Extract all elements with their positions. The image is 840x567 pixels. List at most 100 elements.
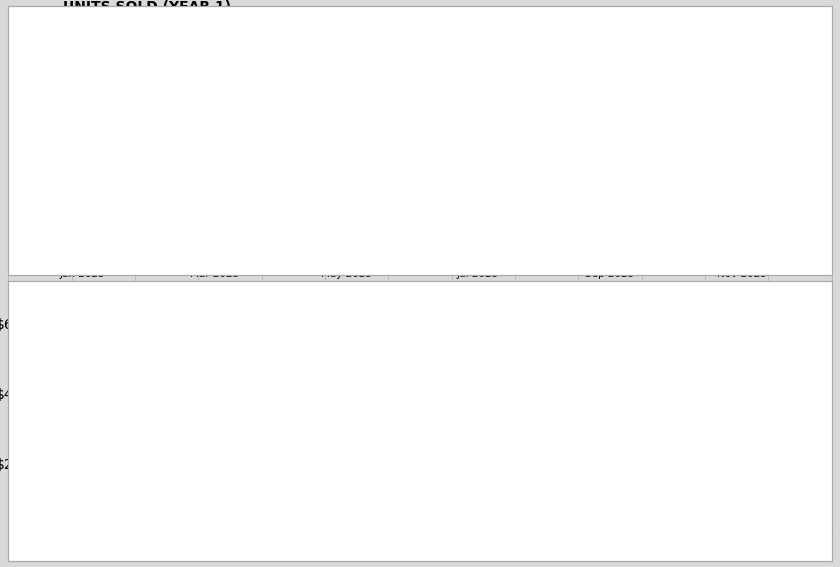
Bar: [536, 470, 544, 533]
Product / Service 4: [144, 168, 154, 175]
Bar: [793, 477, 801, 533]
Product / Service 2: [473, 106, 483, 113]
Product / Service 3: [737, 145, 747, 151]
Bar: [251, 460, 260, 533]
Product / Service 2: [276, 52, 286, 59]
Bar: [429, 470, 438, 533]
Product / Service 4: [539, 125, 549, 132]
Bar: [217, 489, 225, 533]
Product / Service 1: [209, 168, 219, 175]
Product / Service 5: [671, 91, 681, 98]
Product / Service 2: [737, 168, 747, 175]
Bar: [775, 500, 785, 533]
Product / Service 3: [209, 91, 219, 98]
Bar: [225, 500, 234, 533]
Product / Service 5: [341, 168, 351, 175]
Product / Service 3: [78, 91, 88, 98]
Product / Service 3: [407, 145, 417, 151]
Bar: [412, 481, 420, 533]
Product / Service 1: [144, 133, 154, 140]
Product / Service 3: [802, 145, 812, 151]
Product / Service 4: [78, 125, 88, 132]
Product / Service 2: [802, 121, 812, 128]
Product / Service 5: [473, 145, 483, 151]
Bar: [713, 470, 722, 533]
Bar: [528, 507, 536, 533]
Bar: [748, 460, 757, 533]
Bar: [590, 491, 598, 533]
Product / Service 5: [802, 41, 812, 48]
Product / Service 3: [144, 91, 154, 98]
Bar: [606, 491, 616, 533]
Bar: [243, 470, 251, 533]
Product / Service 1: [802, 168, 812, 175]
Product / Service 1: [605, 125, 615, 132]
Product / Service 2: [341, 168, 351, 175]
Bar: [313, 460, 322, 533]
Bar: [118, 468, 127, 533]
Bar: [624, 358, 633, 533]
Product / Service 4: [276, 106, 286, 113]
Bar: [678, 477, 686, 533]
Product / Service 5: [209, 168, 219, 175]
Bar: [358, 488, 367, 533]
Bar: [163, 484, 171, 533]
Bar: [287, 456, 296, 533]
Product / Service 4: [209, 121, 219, 128]
Bar: [341, 498, 349, 533]
Product / Service 1: [341, 121, 351, 128]
Product / Service 2: [144, 118, 154, 125]
Bar: [92, 510, 101, 533]
Product / Service 1: [671, 125, 681, 132]
Bar: [101, 491, 110, 533]
Product / Service 4: [341, 95, 351, 101]
Bar: [491, 470, 500, 533]
Product / Service 2: [539, 168, 549, 175]
Bar: [189, 432, 198, 533]
Bar: [801, 435, 811, 533]
Line: Product / Service 2: Product / Service 2: [83, 56, 807, 171]
Bar: [296, 479, 305, 533]
Bar: [367, 460, 375, 533]
Product / Service 4: [737, 56, 747, 63]
Line: Product / Service 3: Product / Service 3: [83, 60, 807, 171]
Bar: [403, 477, 412, 533]
Bar: [562, 458, 570, 533]
Product / Service 1: [78, 168, 88, 175]
Product / Service 5: [78, 56, 88, 63]
Bar: [234, 470, 243, 533]
Line: Product / Service 1: Product / Service 1: [83, 60, 807, 171]
Product / Service 3: [473, 145, 483, 151]
Bar: [616, 477, 624, 533]
Product / Service 3: [671, 56, 681, 63]
X-axis label: UNITS SOLD: UNITS SOLD: [412, 281, 479, 291]
Bar: [279, 477, 287, 533]
Product / Service 2: [605, 141, 615, 147]
Bar: [305, 479, 313, 533]
Bar: [811, 341, 819, 533]
Bar: [110, 468, 118, 533]
Product / Service 3: [605, 168, 615, 175]
Bar: [438, 411, 446, 533]
Product / Service 1: [737, 95, 747, 101]
Bar: [740, 414, 748, 533]
Product / Service 2: [671, 121, 681, 128]
Product / Service 5: [407, 121, 417, 128]
Bar: [554, 470, 562, 533]
Bar: [660, 481, 669, 533]
Product / Service 2: [78, 141, 88, 147]
Product / Service 1: [276, 56, 286, 63]
Text: GROSS PROFIT (YEAR 1): GROSS PROFIT (YEAR 1): [80, 290, 269, 303]
Line: Product / Service 5: Product / Service 5: [83, 36, 807, 171]
Product / Service 2: [407, 121, 417, 128]
Bar: [500, 442, 508, 533]
Product / Service 4: [473, 125, 483, 132]
Product / Service 5: [539, 125, 549, 132]
Bar: [651, 498, 660, 533]
Bar: [544, 479, 554, 533]
Product / Service 4: [802, 91, 812, 98]
Product / Service 1: [407, 56, 417, 63]
Bar: [155, 503, 163, 533]
Bar: [598, 494, 606, 533]
Product / Service 5: [144, 137, 154, 144]
